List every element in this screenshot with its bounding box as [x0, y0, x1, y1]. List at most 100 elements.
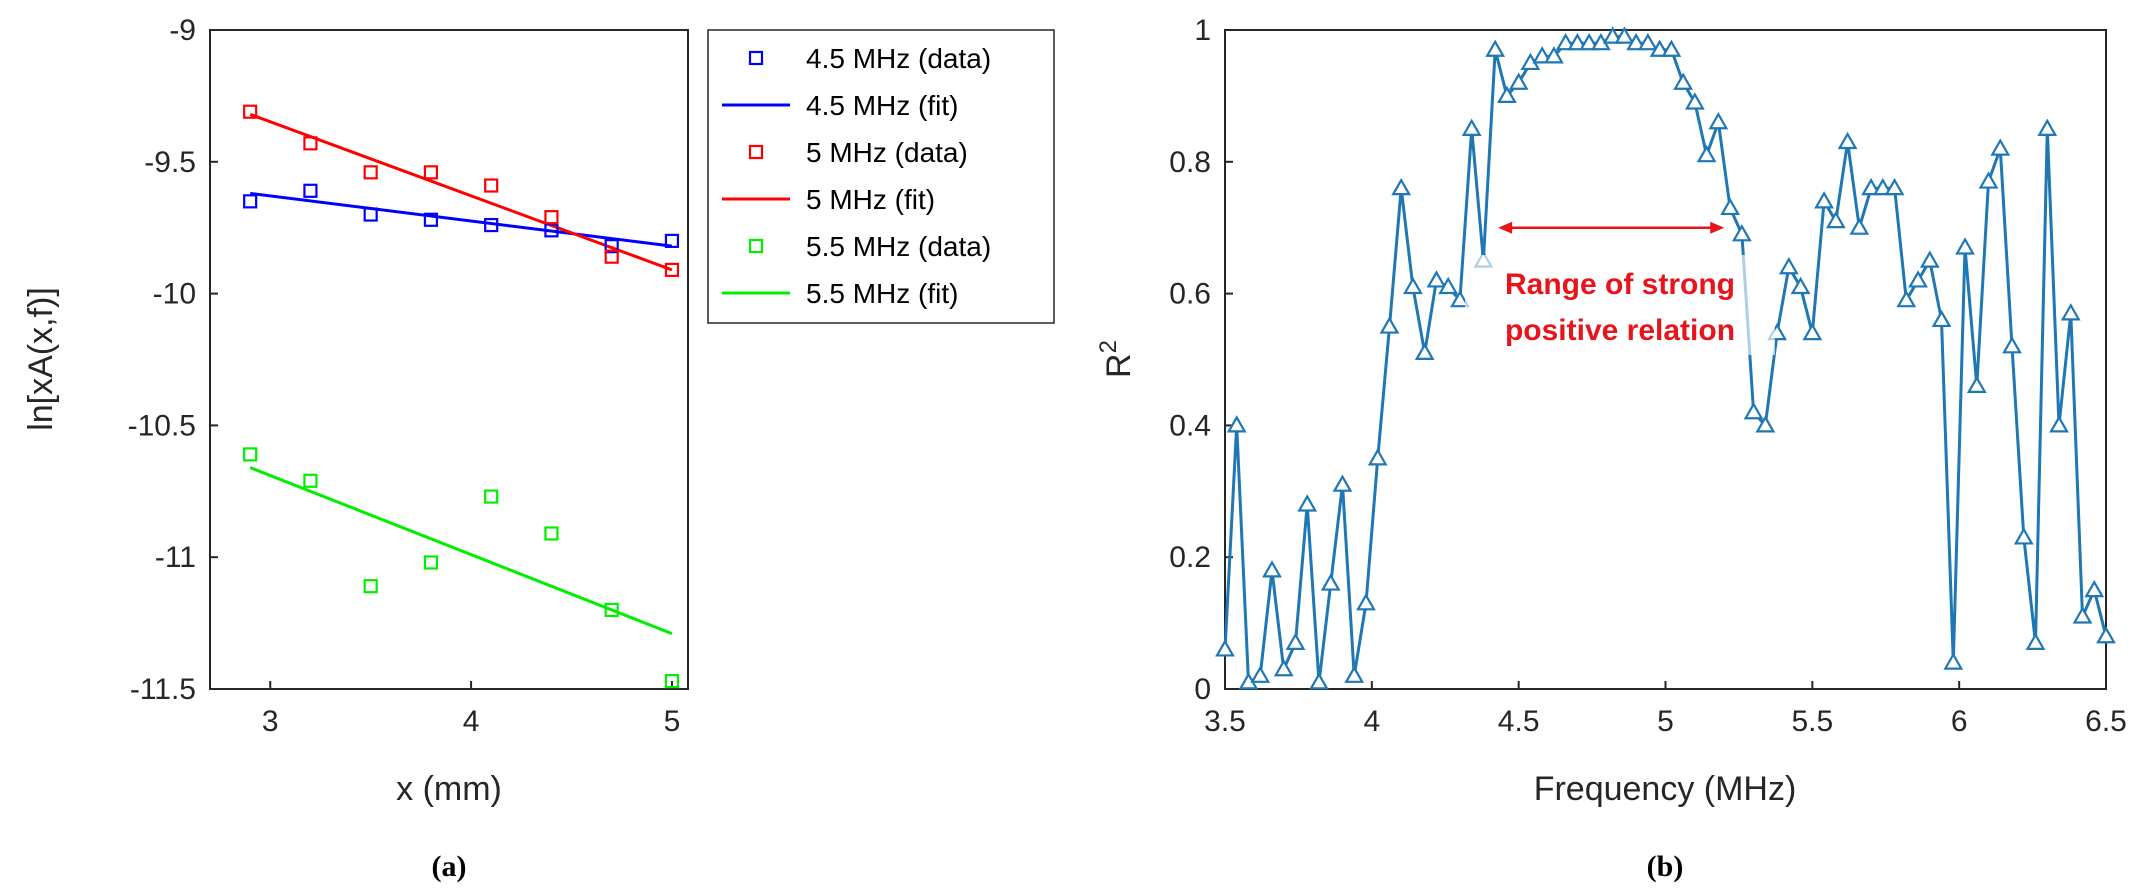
r2-data-point [2084, 579, 2105, 598]
r2-data-point [1544, 46, 1564, 64]
panel-a-ytick-label: -11 [155, 541, 196, 574]
panel-b-xtick-label: 5 [1657, 705, 1674, 738]
panel-a-ytick-label: -11.5 [130, 673, 196, 706]
panel-b-ytick-label: 0.4 [1169, 409, 1211, 442]
r2-data-point [1872, 177, 1893, 196]
r2-data-point [1696, 144, 1717, 163]
r2-data-point [1226, 415, 1247, 433]
annotation-arrow-head-left [1498, 221, 1513, 234]
r2-data-point [1579, 32, 1600, 51]
panel-b-annotation: Range of strong positive relation [1465, 221, 1775, 355]
legend-label: 4.5 MHz (data) [806, 43, 991, 74]
r2-data-point [1814, 191, 1834, 209]
r2-data-point [1908, 270, 1928, 288]
data-point-5-mhz-data [484, 178, 499, 193]
r2-data-point [1943, 652, 1964, 670]
r2-data-point [2025, 632, 2046, 650]
panel-b-xtick-label: 3.5 [1204, 705, 1246, 738]
data-point-5-mhz-data [604, 249, 619, 264]
panel-a-xtick-label: 5 [664, 705, 681, 738]
r2-data-point [1215, 639, 1235, 657]
legend-marker [748, 144, 764, 160]
panel-a-ytick-label: -9.5 [144, 146, 196, 179]
r2-data-point [2037, 118, 2058, 136]
panel-b-ytick-label: 1 [1194, 14, 1211, 47]
fit-line-4-5-mhz-fit [249, 191, 673, 248]
r2-series-line [1223, 35, 2108, 684]
legend-label: 4.5 MHz (fit) [806, 90, 958, 121]
data-point-4-5-mhz-data [664, 233, 680, 248]
data-point-4-5-mhz-data [544, 223, 559, 238]
data-point-5-5-mhz-data [363, 579, 378, 594]
legend-label: 5 MHz (fit) [806, 184, 935, 215]
r2-data-point [1849, 217, 1870, 235]
data-point-4-5-mhz-data [363, 207, 378, 222]
r2-data-point [1978, 171, 1999, 189]
panel-b-xtick-label: 4.5 [1498, 705, 1540, 738]
panel-a: 3 4 5 -9 -9.5 -10 -10.5 -11 -11.5 x (mm) ln[xA(x… [22, 14, 1055, 883]
data-point-5-5-mhz-data [423, 555, 439, 570]
r2-data-point [1990, 138, 2011, 156]
data-point-5-mhz-data [363, 165, 378, 180]
r2-data-point [1649, 39, 1670, 57]
r2-data-point [1485, 39, 1506, 57]
r2-data-point [1555, 32, 1576, 51]
data-point-5-5-mhz-data [484, 489, 499, 504]
data-point-4-5-mhz-data [303, 183, 318, 198]
r2-data-point [1438, 276, 1459, 295]
legend-label: 5.5 MHz (fit) [806, 278, 958, 309]
panel-a-legend: 4.5 MHz (data) 4.5 MHz (fit) 5 MHz (data) 5… [707, 29, 1055, 324]
panel-b-ylabel-group: R2 [1095, 340, 1138, 378]
r2-data-point [1297, 494, 1318, 512]
panel-a-plot-area [243, 104, 680, 689]
r2-data-point [2096, 626, 2116, 644]
r2-data-point [1861, 177, 1881, 196]
data-point-5-5-mhz-data [303, 473, 318, 488]
r2-data-point [2049, 415, 2069, 433]
fit-line-5-mhz-fit [249, 112, 673, 272]
fit-line-5-5-mhz-fit [249, 466, 673, 636]
r2-data-point [1309, 672, 1329, 690]
annotation-arrow-head-right [1710, 221, 1725, 234]
data-point-5-5-mhz-data [664, 673, 680, 689]
annotation-line-1: Range of strong [1505, 268, 1735, 301]
r2-data-point [1661, 39, 1682, 57]
legend-marker [748, 50, 764, 66]
legend-box [707, 29, 1055, 324]
data-point-5-5-mhz-data [243, 447, 258, 462]
r2-data-point [1955, 237, 1975, 255]
r2-data-point [1802, 322, 1823, 341]
panel-a-xtick-label: 3 [262, 705, 279, 738]
legend-label: 5.5 MHz (data) [806, 231, 991, 262]
r2-data-point [1743, 402, 1764, 420]
r2-data-point [1379, 316, 1400, 334]
r2-data-point [1356, 593, 1376, 611]
panel-b-ylabel: R [1100, 353, 1138, 378]
r2-data-point [1931, 309, 1952, 328]
panel-a-ytick-label: -9 [169, 14, 196, 47]
panel-a-xtick-label: 4 [463, 705, 480, 738]
data-point-5-mhz-data [303, 136, 318, 151]
data-point-5-5-mhz-data [604, 602, 619, 618]
panel-b-ticks: 3.5 4 4.5 5 5.5 6 6.5 0 0.2 0.4 0.6 0.8 1 [1169, 14, 2127, 738]
panel-b-caption: (b) [1647, 850, 1684, 883]
r2-data-point [2002, 336, 2022, 354]
r2-data-point [1884, 177, 1905, 196]
panel-b-xtick-label: 6 [1951, 705, 1968, 738]
r2-data-point [1825, 210, 1846, 229]
r2-data-point [1731, 224, 1752, 242]
data-point-5-5-mhz-data [544, 526, 559, 541]
r2-data-point [1673, 72, 1694, 90]
panel-a-caption: (a) [432, 850, 467, 883]
r2-data-point [1919, 250, 1940, 268]
panel-b-ytick-label: 0 [1194, 673, 1211, 706]
panel-a-axes-box [209, 29, 689, 690]
r2-data-point [1285, 632, 1306, 650]
panel-a-ytick-label: -10 [153, 278, 196, 311]
panel-b-xtick-label: 4 [1363, 705, 1380, 738]
r2-data-point [1778, 257, 1799, 275]
panel-b: 3.5 4 4.5 5 5.5 6 6.5 0 0.2 0.4 0.6 0.8 1 Range of s… [1095, 14, 2127, 883]
r2-data-point [1403, 276, 1423, 295]
r2-data-point [1250, 665, 1271, 683]
data-point-5-mhz-data [664, 262, 680, 277]
